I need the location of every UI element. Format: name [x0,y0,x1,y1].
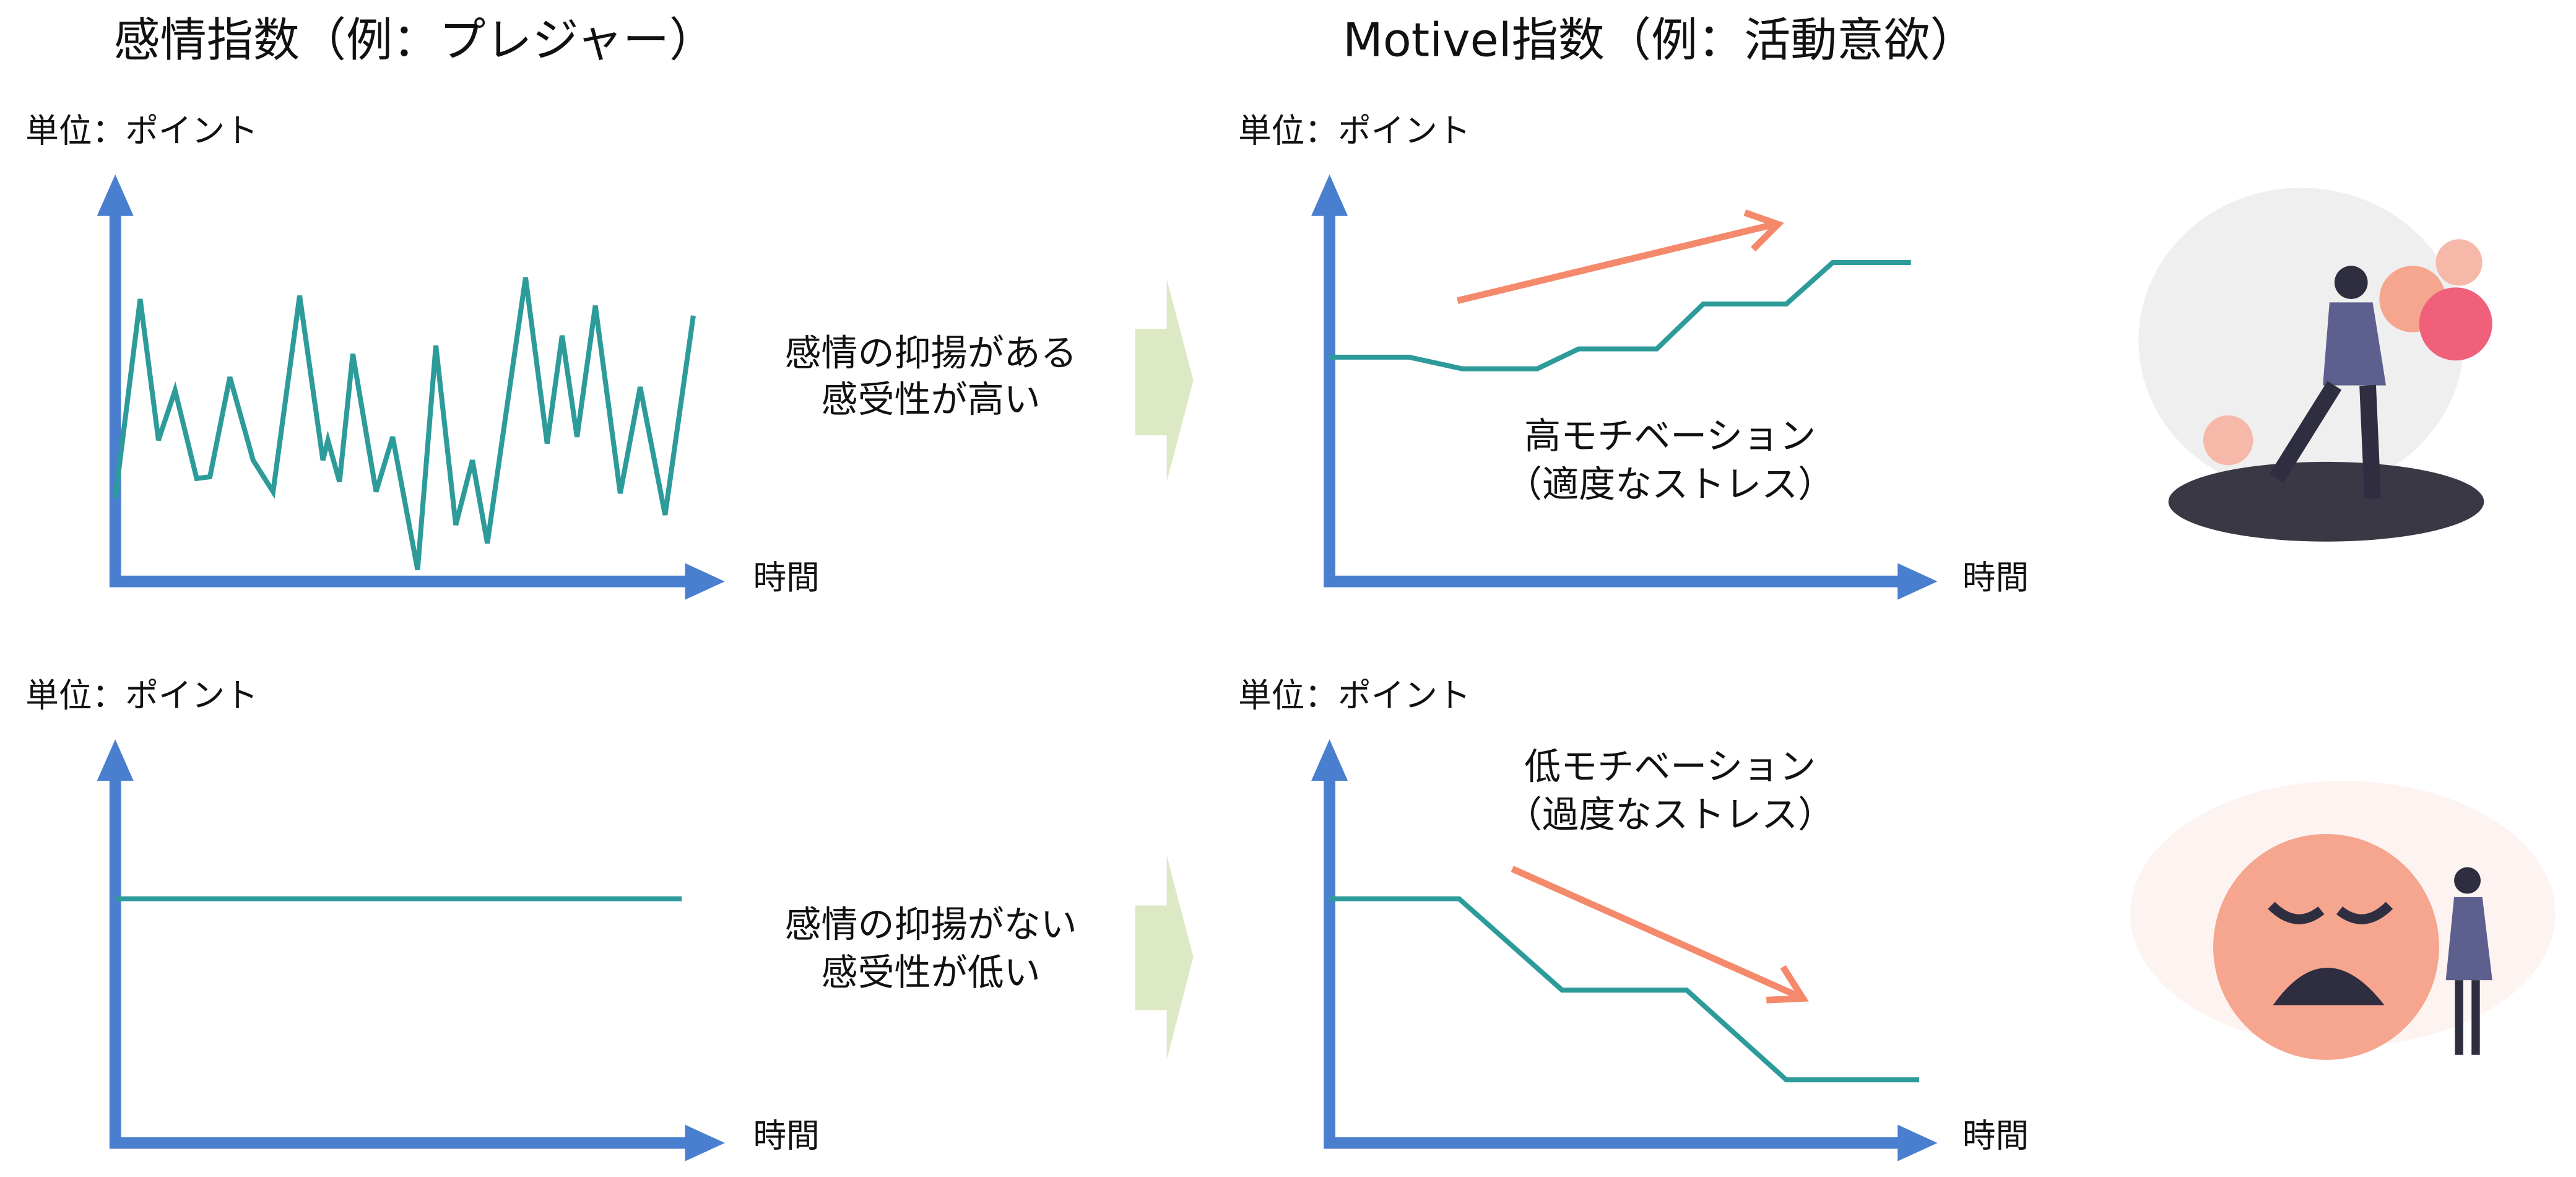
annotation: 低モチベーション [1524,745,1816,788]
x-label: 時間 [1962,1116,2029,1155]
transition-text: 感情の抑揚がない [785,903,1077,945]
motivation-line [1329,259,1911,371]
annotation: （過度なストレス） [1506,793,1834,836]
x-label: 時間 [753,1116,820,1155]
axes [97,174,1938,1162]
annotation: （適度なストレス） [1506,463,1834,505]
transition-arrow [1135,279,1194,482]
transition-text: 感情の抑揚がある [785,331,1077,374]
emotion-line [113,277,696,571]
x-label: 時間 [753,558,820,597]
y-label: 単位：ポイント [1238,676,1471,715]
happy-illustration [2138,188,2492,542]
y-label: 単位：ポイント [1238,111,1471,150]
motivation-title: Motivel指数（例：活動意欲） [1343,12,1977,67]
emotion-title: 感情指数（例：プレジャー） [114,12,716,67]
y-label: 単位：ポイント [25,676,258,715]
motivation-line [1329,896,1920,1083]
trend-arrow [1456,209,1784,304]
annotation: 高モチベーション [1524,414,1816,457]
x-label: 時間 [1962,558,2029,597]
transition-text: 感受性が高い [822,378,1041,420]
transition-arrow [1135,855,1194,1060]
trend-arrow [1511,866,1809,1004]
sad-illustration [2130,781,2556,1060]
y-label: 単位：ポイント [25,111,258,150]
transition-text: 感受性が低い [822,951,1041,994]
